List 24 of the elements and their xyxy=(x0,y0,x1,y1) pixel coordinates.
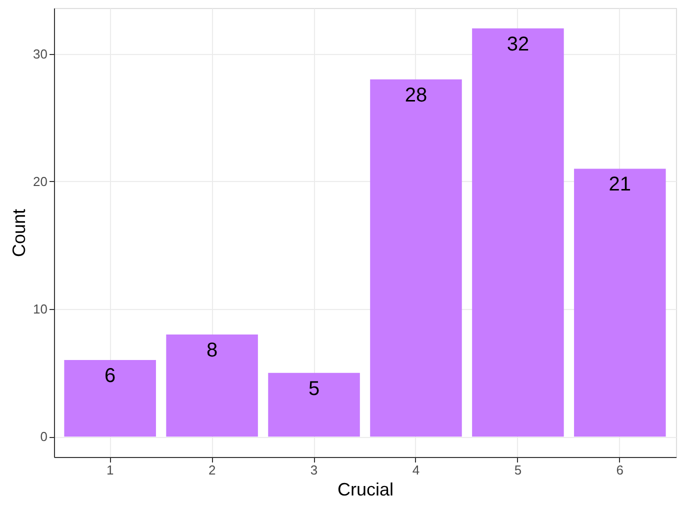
x-tick-label: 3 xyxy=(310,462,318,478)
data-label: 28 xyxy=(404,84,428,106)
x-tick-label: 2 xyxy=(208,462,216,478)
bar xyxy=(166,334,258,437)
data-label: 5 xyxy=(308,378,320,400)
data-label: 6 xyxy=(104,365,116,388)
y-axis-title: Count xyxy=(9,208,30,258)
bar xyxy=(268,372,360,437)
data-label: 32 xyxy=(506,33,530,56)
x-tick-label: 4 xyxy=(412,462,420,478)
x-tick-label: 1 xyxy=(106,462,114,478)
x-tick-label: 6 xyxy=(616,462,624,478)
bar xyxy=(472,28,564,437)
y-tick-label: 30 xyxy=(33,46,48,62)
data-label: 21 xyxy=(608,174,632,196)
y-tick-label: 0 xyxy=(40,429,48,444)
bar xyxy=(574,168,666,437)
x-axis-title: Crucial xyxy=(337,480,394,500)
bar xyxy=(370,79,462,437)
data-label: 8 xyxy=(206,340,218,362)
x-tick-label: 5 xyxy=(514,462,522,478)
y-tick-label: 20 xyxy=(33,174,48,189)
bar xyxy=(64,360,156,437)
y-tick-label: 10 xyxy=(33,302,48,317)
